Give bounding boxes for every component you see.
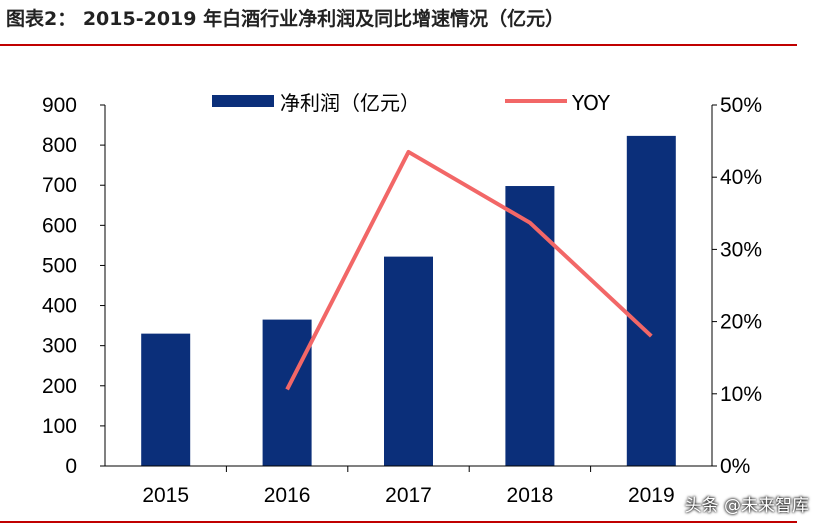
bar-2018: [505, 186, 555, 466]
bar-2015: [141, 333, 191, 466]
x-tick-label: 2015: [142, 484, 189, 507]
y-left-tick-label: 600: [42, 214, 77, 237]
bar-2019: [626, 135, 676, 466]
watermark: 头条 @未来智库: [684, 496, 809, 516]
x-tick-label: 2019: [628, 484, 675, 507]
legend-bar-label: 净利润（亿元）: [280, 91, 420, 115]
y-left-tick-label: 300: [42, 335, 77, 358]
y-right-tick-label: 50%: [720, 94, 762, 117]
y-right-tick-label: 10%: [720, 383, 762, 406]
y-right-tick-label: 20%: [720, 311, 762, 334]
y-left-tick-label: 800: [42, 134, 77, 157]
y-left-tick-label: 100: [42, 415, 77, 438]
y-right-tick-label: 40%: [720, 166, 762, 189]
y-left-tick-label: 200: [42, 375, 77, 398]
y-left-tick-label: 400: [42, 295, 77, 318]
legend-line-label: YOY: [571, 91, 611, 115]
y-left-tick-label: 700: [42, 174, 77, 197]
legend-bar-swatch: [212, 95, 274, 107]
y-right-tick-label: 0%: [720, 455, 750, 478]
x-tick-label: 2018: [507, 484, 554, 507]
top-divider: [0, 44, 797, 46]
bottom-divider: [0, 521, 797, 523]
x-tick-label: 2016: [264, 484, 311, 507]
x-tick-label: 2017: [385, 484, 432, 507]
bar-2016: [262, 319, 312, 466]
y-left-tick-label: 500: [42, 254, 77, 277]
y-left-tick-label: 0: [65, 455, 77, 478]
y-right-tick-label: 30%: [720, 238, 762, 261]
bar-2017: [384, 256, 433, 466]
yoy-line: [285, 149, 653, 391]
chart-title: 图表2： 2015-2019 年白酒行业净利润及同比增速情况（亿元）: [6, 8, 565, 30]
y-left-tick-label: 900: [42, 94, 77, 117]
